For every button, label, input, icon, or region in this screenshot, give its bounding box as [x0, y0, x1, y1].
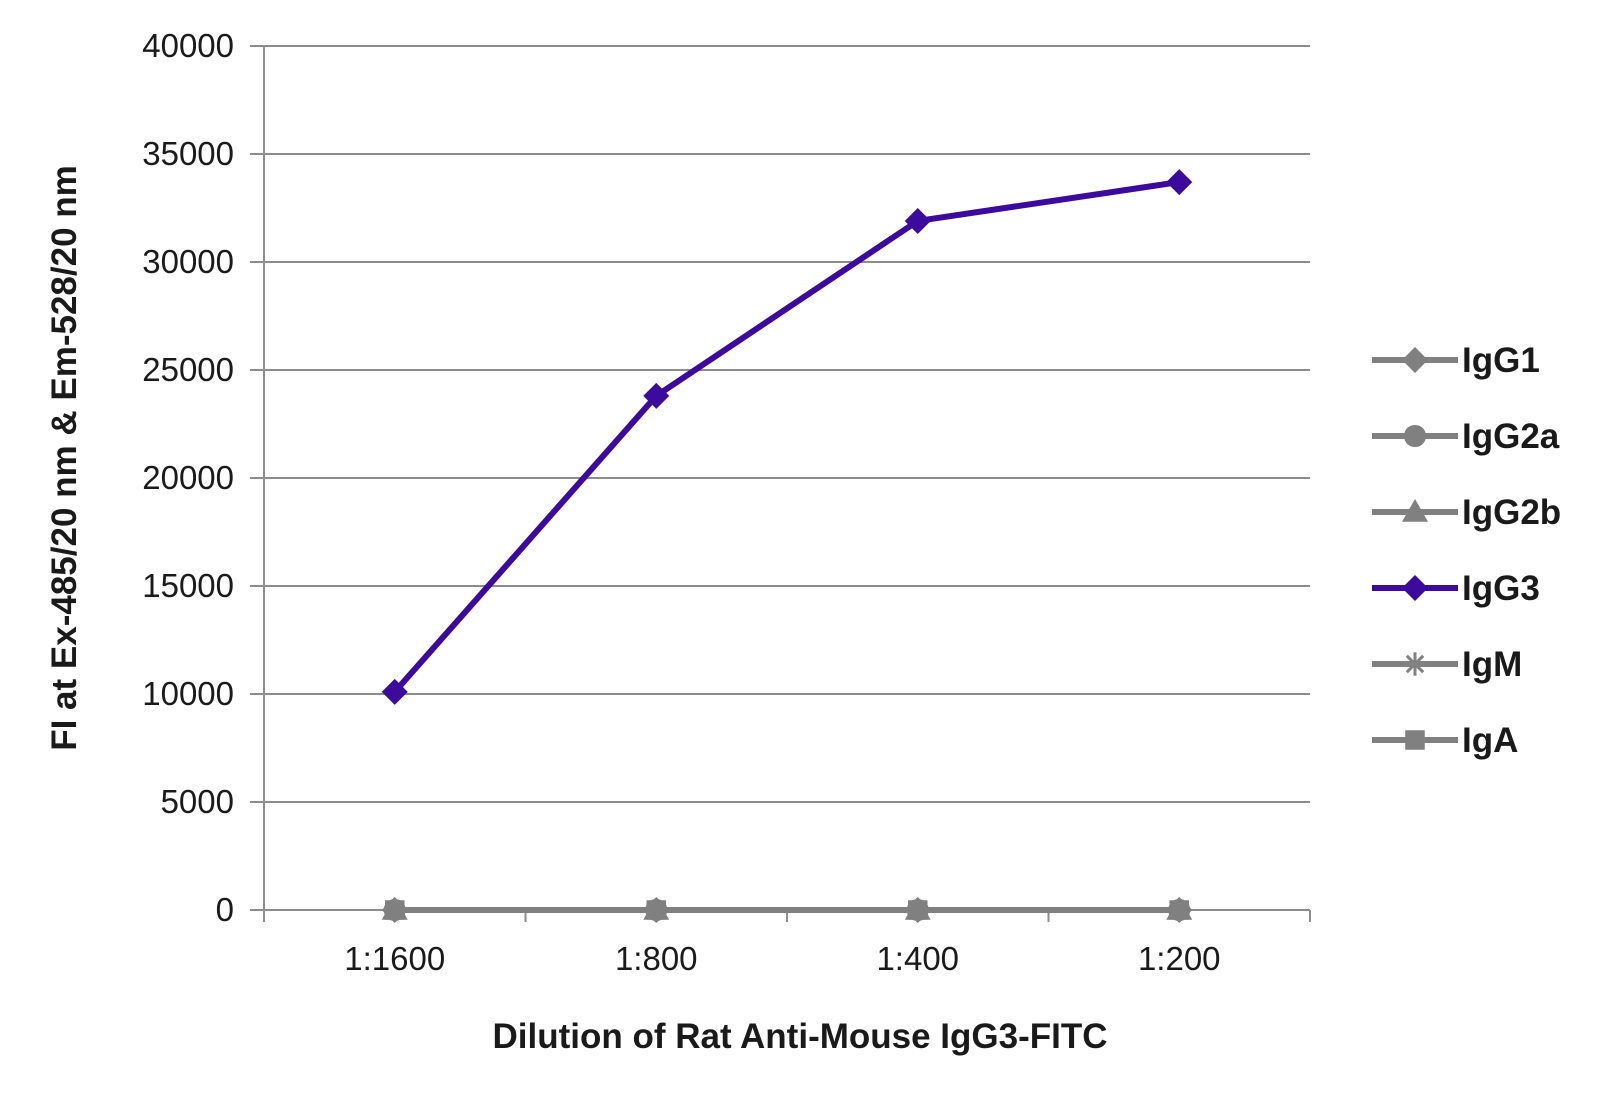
x-axis-title: Dilution of Rat Anti-Mouse IgG3-FITC [492, 1017, 1107, 1056]
legend-label-iga: IgA [1462, 721, 1518, 760]
legend-marker-igg1 [1402, 347, 1428, 373]
legend-item-igm: IgM [1372, 645, 1522, 684]
legend-marker-igg2a [1403, 424, 1427, 448]
series-iga [385, 900, 1189, 920]
legend-label-igg2b: IgG2b [1462, 493, 1561, 532]
y-tick-label: 10000 [142, 675, 234, 712]
legend-marker-iga [1405, 730, 1425, 750]
legend-label-igm: IgM [1462, 645, 1522, 684]
legend-item-igg2b: IgG2b [1372, 493, 1561, 532]
x-tick-label: 1:400 [876, 940, 959, 977]
y-tick-label: 25000 [142, 351, 234, 388]
legend-label-igg2a: IgG2a [1462, 417, 1560, 456]
y-tick-label: 15000 [142, 567, 234, 604]
y-tick-label: 5000 [161, 783, 234, 820]
legend-label-igg3: IgG3 [1462, 569, 1540, 608]
y-tick-label: 0 [216, 891, 234, 928]
grid-layer [264, 45, 1310, 803]
legend-marker-igg2b [1402, 499, 1428, 522]
legend-item-igg3: IgG3 [1372, 569, 1540, 608]
y-tick-label: 40000 [142, 27, 234, 64]
point-igg3 [643, 382, 670, 409]
point-igg3 [904, 207, 931, 234]
y-axis-title: FI at Ex-485/20 nm & Em-528/20 nm [45, 165, 84, 751]
point-igg3 [1166, 169, 1193, 196]
point-iga [646, 900, 666, 920]
legend-marker-igg3 [1402, 575, 1428, 601]
legend-item-igg1: IgG1 [1372, 341, 1540, 380]
series-layer [381, 169, 1193, 923]
x-tick-label: 1:200 [1138, 940, 1221, 977]
legend-item-iga: IgA [1372, 721, 1518, 760]
point-iga [1169, 900, 1189, 920]
point-iga [385, 900, 405, 920]
y-tick-label: 30000 [142, 243, 234, 280]
legend-label-igg1: IgG1 [1462, 341, 1540, 380]
x-tick-label: 1:800 [615, 940, 698, 977]
y-tick-label: 20000 [142, 459, 234, 496]
point-igg3 [381, 678, 408, 705]
x-tick-label: 1:1600 [344, 940, 445, 977]
series-igg3 [381, 169, 1193, 705]
series-line-igg3 [392, 179, 1180, 694]
legend-item-igg2a: IgG2a [1372, 417, 1560, 456]
axis-layer: 0 5000 10000 15000 20000 25000 30000 35000 40000… [142, 27, 1311, 977]
point-iga [908, 900, 928, 920]
legend-marker-igm [1403, 652, 1427, 676]
legend: IgG1 IgG2a IgG2b IgG3 IgM IgA [1372, 341, 1561, 760]
y-tick-label: 35000 [142, 135, 234, 172]
